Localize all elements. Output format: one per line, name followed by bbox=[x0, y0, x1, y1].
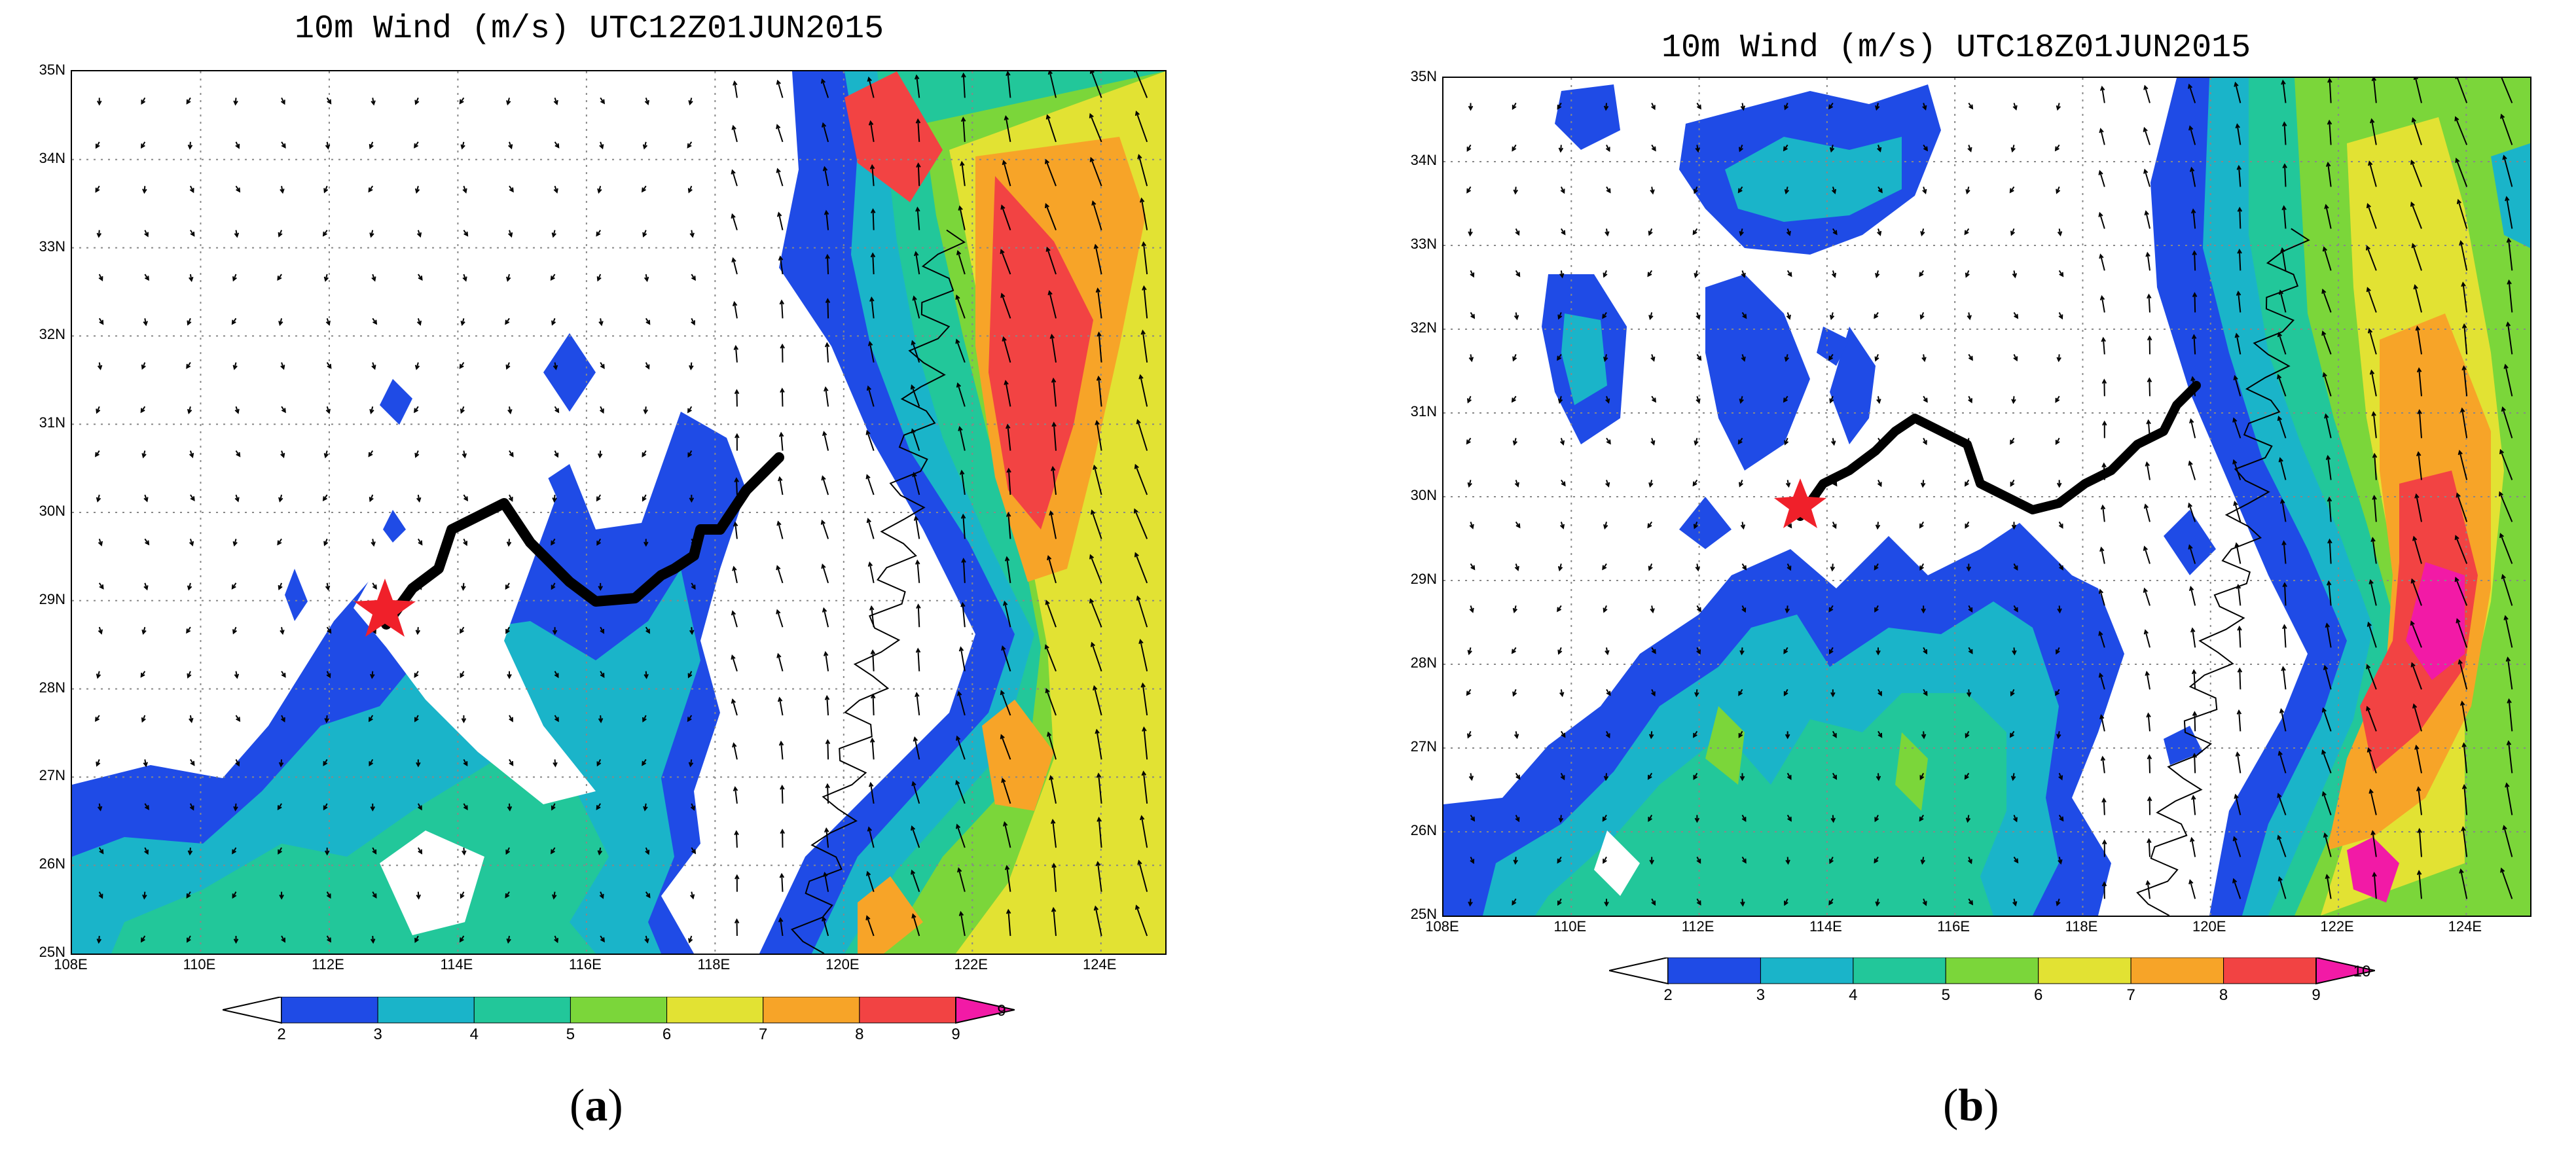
colorbar-tick-label: 7 bbox=[2126, 986, 2135, 1004]
colorbar-end-label: 10 bbox=[2353, 963, 2371, 980]
lat-label: 35N bbox=[1410, 68, 1437, 84]
lon-label: 114E bbox=[440, 956, 473, 973]
panel-a-gridlines bbox=[72, 71, 1165, 954]
panel-a-title: 10m Wind (m/s) UTC12Z01JUN2015 bbox=[295, 10, 884, 48]
lon-label: 116E bbox=[569, 956, 602, 973]
panel-b-colorbar: 2 3 4 5 6 7 8 9 10 bbox=[1608, 956, 2376, 1004]
colorbar-tick-label: 3 bbox=[373, 1026, 382, 1043]
lat-label: 25N bbox=[39, 944, 65, 960]
lat-label: 26N bbox=[39, 855, 65, 872]
lat-label: 33N bbox=[39, 238, 65, 255]
colorbar-tick-label: 4 bbox=[1849, 986, 1858, 1004]
lat-label: 30N bbox=[1410, 487, 1437, 503]
lat-label: 33N bbox=[1410, 236, 1437, 252]
panel-a: 10m Wind (m/s) UTC12Z01JUN2015 35N 34N 33N… bbox=[39, 10, 1167, 1131]
colorbar-end-label: 9 bbox=[997, 1002, 1006, 1020]
panel-a-map bbox=[71, 70, 1167, 955]
lon-label: 120E bbox=[2192, 918, 2226, 935]
panel-a-coastline bbox=[790, 229, 966, 954]
lat-label: 35N bbox=[39, 62, 65, 78]
colorbar-tick-label: 7 bbox=[759, 1026, 768, 1043]
lon-label: 122E bbox=[2320, 918, 2354, 935]
lat-label: 25N bbox=[1410, 906, 1437, 922]
lon-label: 120E bbox=[825, 956, 860, 973]
lon-label: 116E bbox=[1937, 918, 1970, 935]
panel-a-route-track bbox=[381, 452, 784, 630]
lat-label: 31N bbox=[1410, 403, 1437, 420]
lon-label: 124E bbox=[1083, 956, 1117, 973]
lat-label: 34N bbox=[39, 149, 65, 166]
lat-label: 32N bbox=[1410, 319, 1437, 336]
lat-label: 27N bbox=[39, 767, 65, 784]
lon-label: 118E bbox=[697, 956, 731, 973]
panel-a-colorbar: 2 3 4 5 6 7 8 9 9 bbox=[222, 995, 1015, 1043]
lon-label: 110E bbox=[1553, 918, 1587, 935]
panel-b-title: 10m Wind (m/s) UTC18Z01JUN2015 bbox=[1661, 29, 2251, 67]
lon-label: 112E bbox=[312, 956, 344, 973]
lon-label: 122E bbox=[954, 956, 988, 973]
panel-b-letter: (b) bbox=[1943, 1081, 1999, 1131]
colorbar-tick-label: 3 bbox=[1756, 986, 1766, 1004]
lat-label: 29N bbox=[1410, 571, 1437, 587]
lon-label: 114E bbox=[1809, 918, 1842, 935]
panel-b-route-track bbox=[1796, 381, 2201, 521]
panel-b-gridlines bbox=[1443, 78, 2530, 916]
star-icon bbox=[1774, 478, 1826, 528]
colorbar-tick-label: 5 bbox=[1941, 986, 1950, 1004]
lat-label: 26N bbox=[1410, 822, 1437, 838]
panel-a-letter: (a) bbox=[570, 1081, 623, 1131]
lon-label: 124E bbox=[2448, 918, 2482, 935]
colorbar-tick-label: 8 bbox=[855, 1026, 864, 1043]
colorbar-tick-label: 9 bbox=[2312, 986, 2321, 1004]
colorbar-tick-label: 5 bbox=[566, 1026, 575, 1043]
panel-b-wind-vectors bbox=[1466, 78, 2513, 907]
panel-a-wind-vectors bbox=[94, 71, 1148, 944]
wind-speed-contours bbox=[1443, 78, 2530, 916]
lat-label: 28N bbox=[1410, 654, 1437, 671]
lon-label: 118E bbox=[2065, 918, 2098, 935]
colorbar-tick-label: 6 bbox=[662, 1026, 672, 1043]
lat-label: 30N bbox=[39, 503, 65, 519]
panel-b-map bbox=[1442, 77, 2531, 917]
lon-label: 108E bbox=[54, 956, 88, 973]
lon-label: 108E bbox=[1425, 918, 1459, 935]
lon-label: 112E bbox=[1681, 918, 1714, 935]
lat-label: 32N bbox=[39, 326, 65, 343]
lat-label: 34N bbox=[1410, 152, 1437, 168]
lat-label: 27N bbox=[1410, 738, 1437, 755]
colorbar-tick-label: 2 bbox=[277, 1026, 286, 1043]
panel-b: 10m Wind (m/s) UTC18Z01JUN2015 35N 34N 33N… bbox=[1288, 0, 2576, 1161]
lat-label: 28N bbox=[39, 679, 65, 696]
colorbar-tick-label: 9 bbox=[951, 1026, 960, 1043]
panel-b-coastline bbox=[2136, 228, 2310, 916]
colorbar-tick-label: 8 bbox=[2219, 986, 2228, 1004]
lat-label: 29N bbox=[39, 590, 65, 607]
colorbar-tick-label: 6 bbox=[2034, 986, 2043, 1004]
lon-label: 110E bbox=[183, 956, 216, 973]
colorbar-tick-label: 4 bbox=[469, 1026, 479, 1043]
lat-label: 31N bbox=[39, 414, 65, 431]
star-icon bbox=[354, 579, 416, 637]
colorbar-tick-label: 2 bbox=[1663, 986, 1673, 1004]
